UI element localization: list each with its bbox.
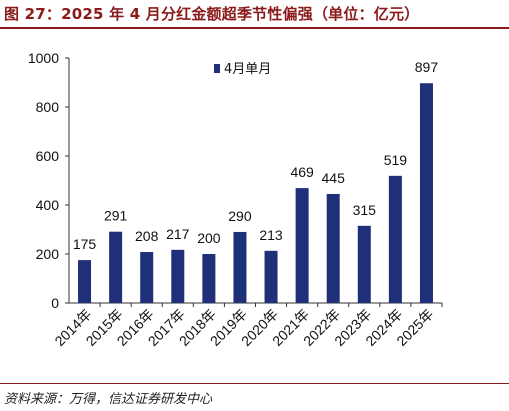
data-label: 290 — [228, 208, 252, 224]
data-label: 208 — [135, 228, 159, 244]
title-rule — [0, 27, 509, 29]
data-label: 213 — [259, 227, 283, 243]
bar — [140, 252, 154, 303]
bar — [419, 83, 433, 303]
y-tick-label: 0 — [51, 295, 59, 311]
bar — [357, 225, 371, 303]
y-tick-label: 400 — [36, 197, 60, 213]
y-tick-label: 800 — [36, 99, 60, 115]
y-tick-label: 200 — [36, 246, 60, 262]
data-label: 445 — [322, 170, 346, 186]
data-label: 291 — [104, 208, 128, 224]
bar — [171, 249, 185, 303]
data-label: 200 — [197, 230, 221, 246]
legend-swatch — [214, 64, 220, 73]
source-rule — [0, 383, 509, 384]
source-note: 资料来源：万得，信达证券研发中心 — [4, 392, 213, 407]
data-label: 469 — [290, 164, 314, 180]
y-tick-label: 1000 — [28, 50, 59, 66]
bar — [295, 188, 309, 303]
data-label: 217 — [166, 226, 190, 242]
bar — [202, 254, 216, 303]
data-label: 519 — [384, 152, 408, 168]
legend-label: 4月单月 — [224, 62, 271, 77]
bar — [326, 193, 340, 303]
data-label: 175 — [73, 236, 97, 252]
chart-title: 图 27：2025 年 4 月分红金额超季节性偏强（单位：亿元） — [4, 5, 420, 23]
bar-chart: 020040060080010001752014年2912015年2082016… — [28, 50, 443, 349]
data-label: 897 — [415, 59, 439, 75]
bar — [78, 260, 92, 303]
data-label: 315 — [353, 202, 377, 218]
bar — [109, 231, 123, 303]
y-tick-label: 600 — [36, 148, 60, 164]
bar — [233, 231, 247, 303]
bar — [264, 250, 278, 303]
bar — [388, 175, 402, 303]
